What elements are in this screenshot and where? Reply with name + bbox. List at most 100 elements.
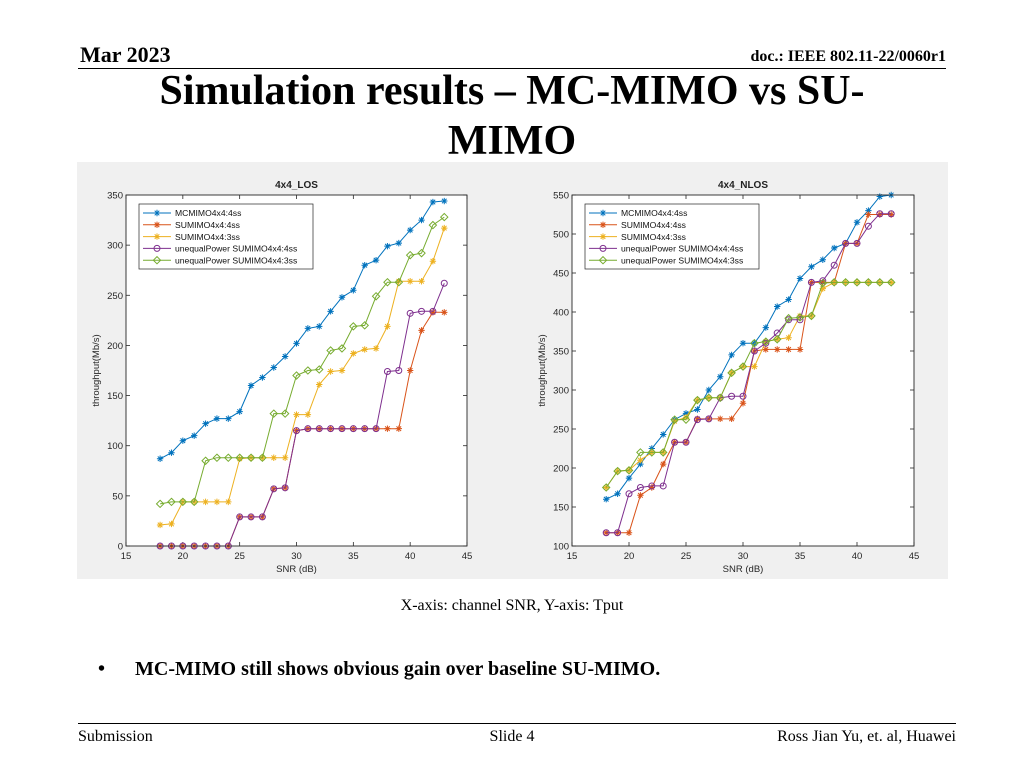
data-point-nlos-4-21-shape [830,261,838,269]
data-point-los-1-24 [418,216,425,224]
data-point-los-4-25 [429,307,437,315]
data-point-nlos-5-24-shape [864,278,873,287]
data-point-nlos-5-6 [658,448,668,457]
data-point-nlos-4-14 [750,347,758,355]
data-point-los-3-17 [338,367,346,374]
data-point-los-3-26-shape [441,224,448,232]
x-tick-label-los-20: 20 [178,551,189,562]
data-point-los-4-23-shape [406,309,414,317]
data-point-nlos-5-2 [613,466,622,476]
data-point-los-3-2 [168,520,175,528]
legend-label-los-3: SUMIMO4x4:3ss [175,232,240,242]
data-point-los-3-18 [350,350,357,357]
data-point-nlos-1-12-shape [728,351,735,359]
data-point-nlos-4-4-shape [636,484,644,491]
data-point-los-5-22 [394,277,404,287]
data-point-los-5-23 [405,250,415,260]
data-point-nlos-4-19 [807,278,815,286]
data-point-nlos-1-9 [694,406,701,413]
data-point-los-4-22 [395,367,403,374]
data-point-los-4-8-shape [236,513,244,521]
data-point-nlos-5-18 [795,313,805,322]
data-point-nlos-5-16 [772,334,782,344]
legend-marker-nlos-3 [599,233,607,240]
data-point-nlos-5-24 [864,278,873,287]
data-point-nlos-5-26 [886,278,896,287]
legend-marker-nlos-1 [599,209,607,217]
data-point-nlos-4-22 [842,239,850,247]
data-point-nlos-3-20-shape [819,285,826,292]
data-point-nlos-1-11 [717,373,724,380]
legend-label-los-1: MCMIMO4x4:4ss [175,208,241,218]
data-point-los-4-13-shape [293,427,300,435]
data-point-los-1-11-shape [270,364,277,371]
data-point-nlos-5-17-shape [784,313,793,323]
data-point-los-4-11 [270,485,278,493]
data-point-los-1-12 [281,353,289,360]
data-point-los-1-19 [361,262,368,269]
data-point-los-1-11 [270,364,277,371]
data-point-nlos-5-18-shape [795,313,805,322]
header-date: Mar 2023 [80,42,171,67]
legend-marker-los-2-shape [153,221,161,228]
data-point-nlos-5-22-shape [841,278,850,287]
data-point-los-5-16 [326,346,335,355]
data-point-nlos-5-6-shape [658,448,668,457]
data-point-los-1-5-shape [202,420,209,427]
data-point-nlos-1-20 [819,256,826,263]
data-point-los-4-25-shape [429,307,437,315]
legend-marker-nlos-5 [598,255,608,265]
data-point-los-5-21-shape [383,277,392,287]
data-point-los-5-9 [246,453,256,463]
chart-nlos-svg: 4x4_NLOS 15 20 25 30 35 40 45 100 150 200 250 300 350… [537,180,919,575]
y-tick-label-nlos-150: 150 [553,503,569,514]
y-tick-label-los-350: 350 [107,191,123,202]
legend-marker-los-1 [153,209,161,217]
data-point-nlos-4-26-shape [887,210,895,218]
data-point-los-5-19 [360,321,370,330]
data-point-los-5-20 [371,291,381,301]
data-point-los-3-21-shape [384,323,391,330]
data-point-nlos-4-10 [705,415,713,423]
data-point-nlos-4-13 [739,392,747,400]
legend-marker-los-4 [153,244,161,252]
legend-marker-los-2 [153,221,161,228]
data-point-nlos-2-18 [796,346,804,353]
data-point-los-3-11 [270,454,277,461]
legend-marker-nlos-4 [599,244,607,252]
data-point-nlos-4-10-shape [705,415,713,423]
series-line-nlos-4 [606,213,892,534]
data-point-nlos-3-4 [637,457,644,464]
data-point-nlos-5-23 [852,278,862,287]
data-point-los-5-26 [439,212,449,222]
data-point-nlos-2-11 [717,415,724,423]
data-point-nlos-1-23 [853,219,861,226]
data-point-nlos-4-15 [762,339,770,347]
data-point-nlos-2-5 [648,484,655,491]
data-point-los-1-22 [395,239,402,247]
data-point-nlos-1-16 [774,303,781,310]
data-point-los-3-5-shape [202,498,209,506]
data-point-nlos-4-6 [659,482,667,490]
legend-marker-nlos-2-shape [599,221,607,228]
data-point-nlos-2-12 [728,415,735,423]
x-tick-label-nlos-15: 15 [567,551,578,562]
data-point-nlos-4-8-shape [682,438,690,446]
data-point-los-3-16-shape [327,368,334,375]
data-point-los-3-7-shape [225,498,232,506]
data-point-los-4-20 [372,425,380,433]
legend-marker-nlos-2 [599,221,607,228]
data-point-nlos-5-3-shape [624,466,634,475]
chart-title-nlos: 4x4_NLOS [718,180,768,191]
axes-box-los [125,194,468,547]
y-tick-label-nlos-300: 300 [553,386,569,397]
data-point-nlos-5-13 [738,362,748,371]
data-point-nlos-5-20 [818,278,828,288]
data-point-los-1-7-shape [225,415,232,422]
data-point-los-2-21-shape [384,425,391,432]
data-point-nlos-4-8 [682,438,690,446]
data-point-los-1-25 [429,198,437,206]
data-point-los-4-21-shape [383,368,391,376]
legend-marker-los-3-shape [153,233,161,240]
data-point-los-3-19-shape [361,346,368,353]
